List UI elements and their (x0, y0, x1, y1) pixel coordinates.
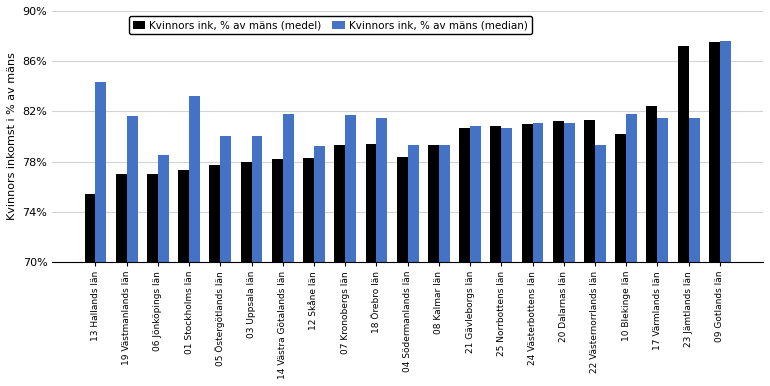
Bar (533, 123, 544, 262)
Bar (439, 145, 450, 262)
Bar (209, 165, 220, 262)
Bar (678, 46, 688, 262)
Bar (85, 194, 95, 262)
Bar (314, 146, 325, 262)
Bar (553, 121, 564, 262)
Bar (584, 120, 595, 262)
Bar (147, 174, 158, 262)
Bar (272, 159, 283, 262)
Bar (564, 123, 574, 262)
Bar (189, 96, 200, 262)
Bar (241, 161, 252, 262)
Bar (283, 114, 293, 262)
Bar (220, 136, 231, 262)
Bar (709, 42, 720, 262)
Bar (95, 83, 106, 262)
Bar (720, 41, 731, 262)
Bar (334, 145, 345, 262)
Bar (116, 174, 127, 262)
Bar (521, 124, 533, 262)
Bar (688, 118, 699, 262)
Bar (252, 136, 263, 262)
Bar (366, 144, 377, 262)
Bar (470, 126, 481, 262)
Bar (407, 145, 419, 262)
Bar (158, 155, 169, 262)
Legend: Kvinnors ink, % av mäns (medel), Kvinnors ink, % av mäns (median): Kvinnors ink, % av mäns (medel), Kvinnor… (129, 16, 532, 34)
Bar (345, 115, 357, 262)
Bar (501, 128, 512, 262)
Bar (647, 106, 658, 262)
Bar (615, 134, 626, 262)
Bar (459, 128, 470, 262)
Bar (626, 114, 637, 262)
Bar (658, 118, 668, 262)
Bar (178, 170, 189, 262)
Bar (377, 118, 387, 262)
Bar (127, 116, 138, 262)
Y-axis label: Kvinnors inkomst i % av mäns: Kvinnors inkomst i % av mäns (7, 52, 17, 220)
Bar (428, 145, 439, 262)
Bar (595, 145, 606, 262)
Bar (397, 156, 407, 262)
Bar (303, 158, 314, 262)
Bar (490, 126, 501, 262)
